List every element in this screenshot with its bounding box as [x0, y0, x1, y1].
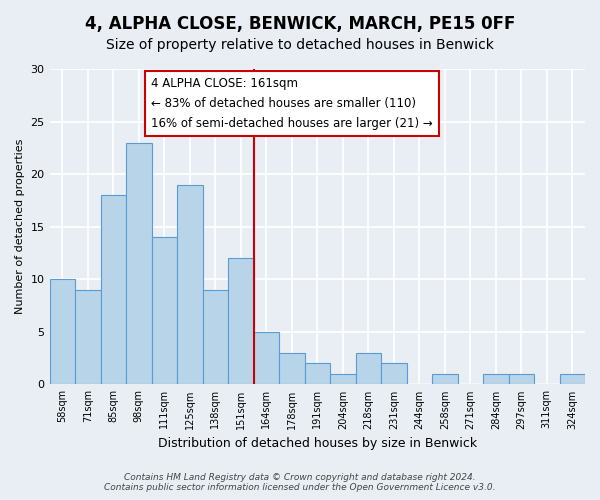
Bar — [254, 332, 279, 384]
Bar — [152, 237, 177, 384]
Bar — [560, 374, 585, 384]
X-axis label: Distribution of detached houses by size in Benwick: Distribution of detached houses by size … — [158, 437, 477, 450]
Text: Contains HM Land Registry data © Crown copyright and database right 2024.
Contai: Contains HM Land Registry data © Crown c… — [104, 473, 496, 492]
Bar — [432, 374, 458, 384]
Y-axis label: Number of detached properties: Number of detached properties — [15, 139, 25, 314]
Text: 4 ALPHA CLOSE: 161sqm
← 83% of detached houses are smaller (110)
16% of semi-det: 4 ALPHA CLOSE: 161sqm ← 83% of detached … — [151, 77, 433, 130]
Text: 4, ALPHA CLOSE, BENWICK, MARCH, PE15 0FF: 4, ALPHA CLOSE, BENWICK, MARCH, PE15 0FF — [85, 15, 515, 33]
Bar — [203, 290, 228, 384]
Bar — [483, 374, 509, 384]
Bar — [75, 290, 101, 384]
Bar — [177, 184, 203, 384]
Bar — [50, 280, 75, 384]
Bar — [305, 364, 330, 384]
Bar — [509, 374, 534, 384]
Bar — [126, 142, 152, 384]
Bar — [228, 258, 254, 384]
Text: Size of property relative to detached houses in Benwick: Size of property relative to detached ho… — [106, 38, 494, 52]
Bar — [279, 353, 305, 384]
Bar — [356, 353, 381, 384]
Bar — [381, 364, 407, 384]
Bar — [101, 195, 126, 384]
Bar — [330, 374, 356, 384]
